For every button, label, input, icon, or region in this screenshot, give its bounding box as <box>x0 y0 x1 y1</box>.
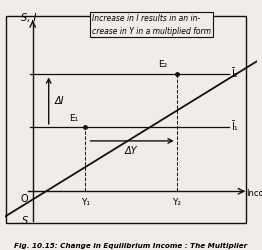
Text: Increase in I results in an in-
crease in Y in a multiplied form: Increase in I results in an in- crease i… <box>92 14 211 36</box>
Text: S, I: S, I <box>21 13 37 23</box>
Text: Ī₂: Ī₂ <box>232 70 238 80</box>
Text: Income: Income <box>247 189 262 198</box>
Text: ΔY: ΔY <box>125 146 137 156</box>
Text: O: O <box>21 194 29 204</box>
Text: E₂: E₂ <box>159 60 168 70</box>
Text: Y₂: Y₂ <box>172 198 181 207</box>
Text: S: S <box>21 216 28 226</box>
Text: E₁: E₁ <box>69 114 78 123</box>
Text: Ī₁: Ī₁ <box>232 122 238 132</box>
Text: Y₁: Y₁ <box>81 198 90 207</box>
Text: Fig. 10.15: Change in Equilibrium Income : The Multiplier: Fig. 10.15: Change in Equilibrium Income… <box>14 243 248 249</box>
Text: ΔI: ΔI <box>54 96 64 106</box>
FancyBboxPatch shape <box>6 16 247 224</box>
